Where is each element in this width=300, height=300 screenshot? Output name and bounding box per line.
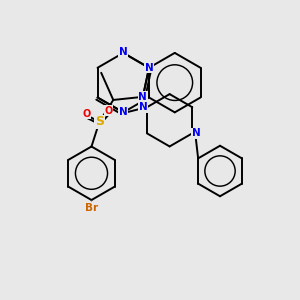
Text: N: N xyxy=(119,107,128,117)
Text: Br: Br xyxy=(85,203,98,213)
Text: O: O xyxy=(104,106,112,116)
Text: N: N xyxy=(192,128,201,138)
Text: N: N xyxy=(139,92,147,102)
Text: O: O xyxy=(82,109,91,119)
Text: N: N xyxy=(119,47,128,57)
Text: S: S xyxy=(95,115,104,128)
Text: N: N xyxy=(145,63,153,73)
Text: N: N xyxy=(139,102,147,112)
